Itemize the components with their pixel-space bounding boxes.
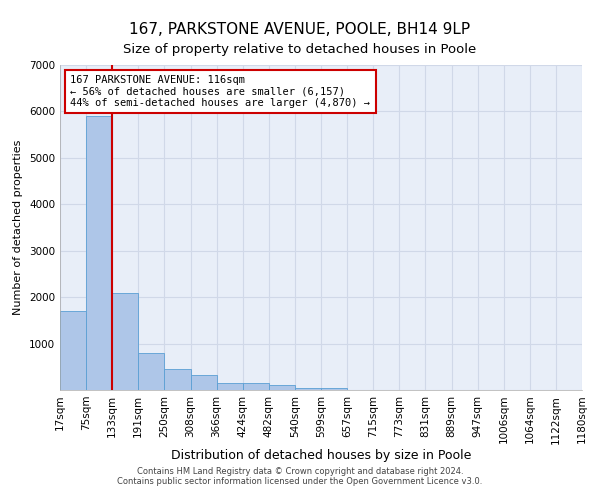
Text: 167, PARKSTONE AVENUE, POOLE, BH14 9LP: 167, PARKSTONE AVENUE, POOLE, BH14 9LP [130,22,470,38]
Bar [112,292,139,390]
Y-axis label: Number of detached properties: Number of detached properties [13,140,23,315]
Bar [139,353,164,390]
Bar [269,386,295,390]
Bar [60,311,86,390]
Text: Contains HM Land Registry data © Crown copyright and database right 2024.: Contains HM Land Registry data © Crown c… [137,467,463,476]
Text: Size of property relative to detached houses in Poole: Size of property relative to detached ho… [124,42,476,56]
Bar [86,116,112,390]
Text: 167 PARKSTONE AVENUE: 116sqm
← 56% of detached houses are smaller (6,157)
44% of: 167 PARKSTONE AVENUE: 116sqm ← 56% of de… [70,74,370,108]
Bar [164,369,191,390]
Bar [295,388,321,390]
Text: Contains public sector information licensed under the Open Government Licence v3: Contains public sector information licen… [118,477,482,486]
Bar [242,383,269,390]
Bar [321,388,347,390]
X-axis label: Distribution of detached houses by size in Poole: Distribution of detached houses by size … [171,449,471,462]
Bar [217,383,243,390]
Bar [191,375,217,390]
